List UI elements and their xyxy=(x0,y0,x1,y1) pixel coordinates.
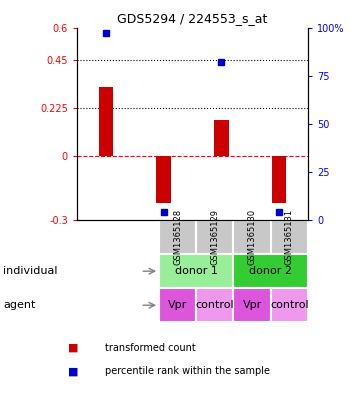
Bar xyxy=(99,87,113,156)
Text: donor 1: donor 1 xyxy=(175,266,218,276)
Bar xyxy=(196,288,233,322)
Text: individual: individual xyxy=(4,266,58,276)
Bar xyxy=(159,288,196,322)
Bar xyxy=(159,220,196,254)
Bar xyxy=(233,288,271,322)
Text: Vpr: Vpr xyxy=(168,300,187,310)
Text: ■: ■ xyxy=(68,366,79,376)
Text: agent: agent xyxy=(4,300,36,310)
Text: GSM1365128: GSM1365128 xyxy=(173,209,182,265)
Bar xyxy=(271,288,308,322)
Text: control: control xyxy=(270,300,309,310)
Bar xyxy=(233,220,271,254)
Text: GSM1365129: GSM1365129 xyxy=(210,209,219,265)
Bar xyxy=(159,254,233,288)
Bar xyxy=(214,119,229,156)
Bar xyxy=(233,254,308,288)
Text: percentile rank within the sample: percentile rank within the sample xyxy=(105,366,270,376)
Bar xyxy=(272,156,286,203)
Text: GSM1365131: GSM1365131 xyxy=(285,209,294,265)
Text: control: control xyxy=(196,300,234,310)
Text: donor 2: donor 2 xyxy=(249,266,292,276)
Bar xyxy=(271,220,308,254)
Text: Vpr: Vpr xyxy=(243,300,262,310)
Text: transformed count: transformed count xyxy=(105,343,196,353)
Bar xyxy=(156,156,171,203)
Text: ■: ■ xyxy=(68,343,79,353)
Bar xyxy=(196,220,233,254)
Title: GDS5294 / 224553_s_at: GDS5294 / 224553_s_at xyxy=(117,12,268,25)
Text: GSM1365130: GSM1365130 xyxy=(247,209,257,265)
